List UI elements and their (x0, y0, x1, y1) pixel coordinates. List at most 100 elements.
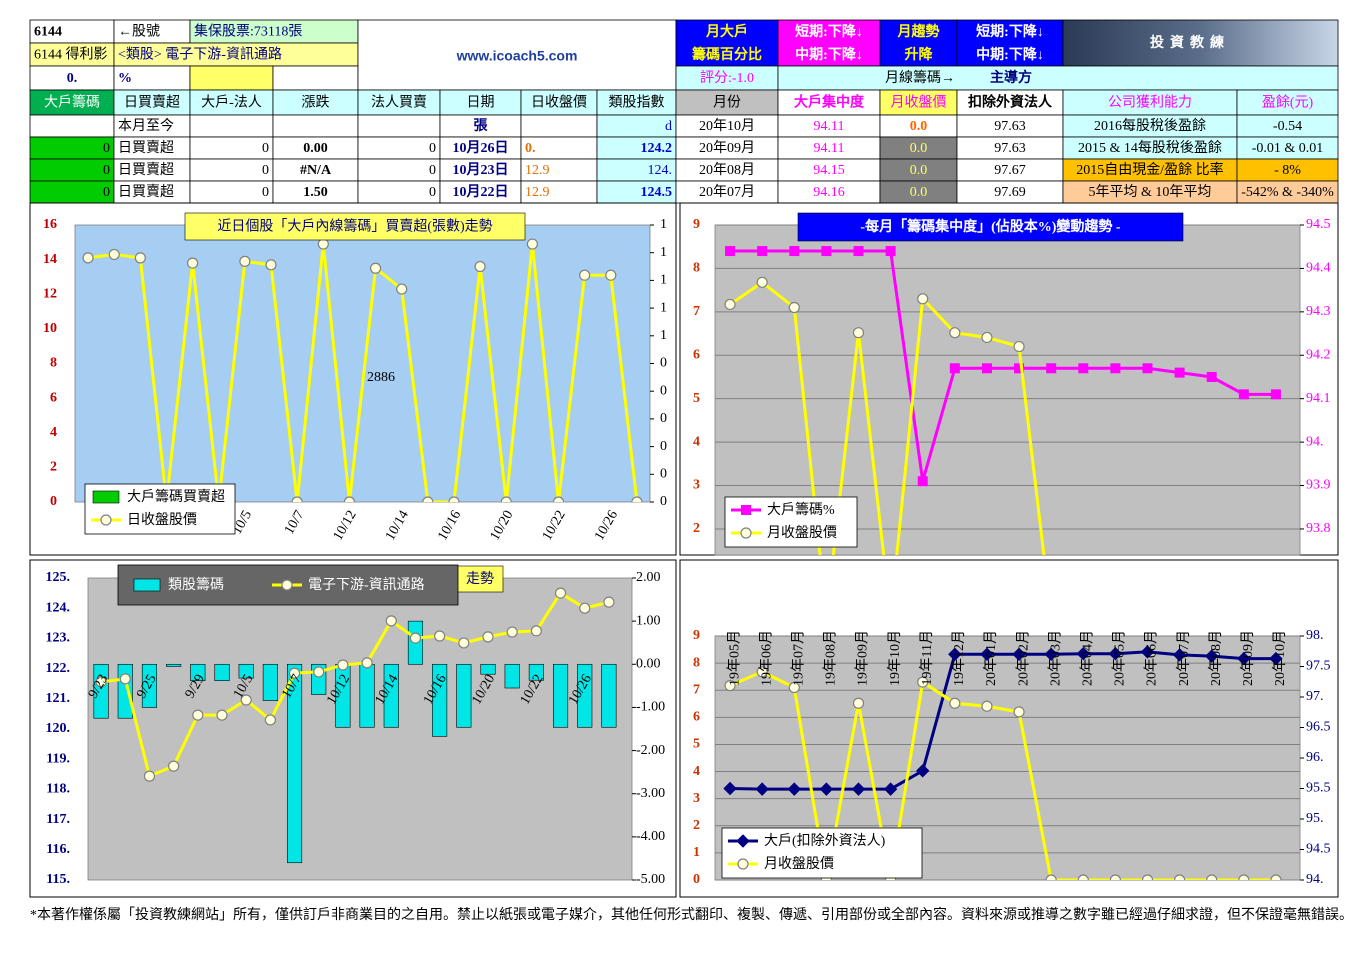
table-cell: 0 (262, 141, 269, 156)
bar (432, 663, 448, 737)
column-header: 扣除外資法人 (968, 94, 1053, 111)
marker (448, 496, 460, 502)
table-cell: 0.0 (910, 141, 928, 156)
column-header: 大戶籌碼 (44, 95, 100, 111)
y2-tick-label: 98. (1306, 628, 1324, 643)
marker (1270, 389, 1281, 400)
plot-area (87, 577, 633, 881)
marker (239, 255, 251, 267)
leader-value: 主導方 (990, 69, 1032, 86)
legend-label: 日收盤股價 (127, 511, 197, 528)
column-header: 公司獲利能力 (1108, 95, 1192, 111)
marker (526, 238, 538, 250)
chart-title: 近日個股「大戶內線籌碼」買賣超(張數)走勢 (217, 219, 492, 235)
marker (980, 647, 994, 662)
table-cell: 97.63 (994, 141, 1026, 156)
y2-tick-label: 94.4 (1306, 261, 1331, 276)
table-cell: 0 (429, 163, 436, 178)
marker (1205, 649, 1219, 663)
x-tick-label: 19年06月 (758, 630, 774, 686)
cell (439, 89, 522, 116)
marker (1270, 874, 1282, 880)
column-header: 月收盤價 (891, 94, 947, 111)
marker (369, 262, 382, 274)
marker (95, 676, 107, 688)
table-cell: 124.5 (641, 185, 673, 200)
x-tick-label: 20年01月 (983, 630, 999, 686)
bar (141, 663, 158, 708)
marker (916, 764, 930, 778)
marker (385, 615, 397, 627)
marker (821, 246, 832, 257)
cell (189, 89, 274, 116)
cell (29, 114, 115, 138)
legend-label: 月收盤股價 (764, 855, 834, 872)
y2-tick-label: 93.9 (1306, 478, 1331, 493)
y-tick-label: 4 (693, 764, 700, 779)
signal-text: 籌碼百分比 (692, 46, 762, 63)
marker (981, 700, 993, 712)
table-cell: 0. (525, 141, 536, 156)
y2-tick-label: 1.00 (636, 613, 661, 628)
cell-text: <類股> 電子下游-資訊通路 (118, 47, 282, 63)
bar (504, 663, 520, 689)
x-tick-label: 19年09月 (855, 630, 871, 686)
marker (1141, 874, 1154, 880)
column-header: 大戶集中度 (794, 94, 865, 111)
table-cell: #N/A (300, 163, 332, 178)
signal-text: 短期:下降↓ (795, 23, 863, 40)
signal-cell (956, 19, 1064, 67)
legend-label: 類股籌碼 (168, 577, 224, 593)
column-header: 法人買賣 (371, 95, 427, 111)
table-cell: 2016每股稅後盈餘 (1094, 117, 1206, 134)
marker (1174, 367, 1185, 378)
table-cell: - 8% (1274, 163, 1301, 178)
table-cell: 1.50 (303, 185, 328, 200)
signal-text: 月大戶 (705, 23, 748, 40)
marker (482, 631, 494, 643)
marker (949, 697, 961, 709)
marker (1078, 363, 1089, 374)
marker (474, 260, 486, 273)
y-tick-label: 122. (46, 661, 71, 676)
table-cell: 0 (262, 163, 269, 178)
table-cell: 97.67 (994, 163, 1026, 178)
marker (422, 496, 434, 502)
marker (1237, 651, 1251, 666)
marker (885, 246, 896, 257)
signal-text: 中期:下降↓ (795, 46, 863, 63)
x-tick-label: 19年08月 (823, 630, 839, 686)
marker (981, 363, 992, 374)
cell (956, 89, 1064, 116)
marker (1076, 646, 1090, 661)
table-cell: 0 (103, 185, 110, 200)
table-cell: 20年09月 (699, 140, 755, 156)
y2-tick-label: 2.00 (636, 570, 661, 585)
cell-text: 評分:-1.0 (700, 70, 754, 86)
y2-tick-label: 93.8 (1306, 521, 1331, 536)
legend-marker (740, 527, 752, 539)
table-cell: 日買賣超 (118, 162, 174, 178)
y-tick-label: 118. (46, 782, 70, 797)
table-cell: 0.0 (910, 119, 928, 134)
cell (29, 180, 115, 204)
marker (396, 283, 408, 295)
y2-tick-label: -5.00 (636, 872, 665, 887)
y2-tick-label: 0.00 (636, 657, 661, 672)
cell (357, 158, 441, 182)
marker (1142, 363, 1153, 374)
y-tick-label: 6 (50, 390, 57, 405)
cell (29, 136, 115, 160)
table-cell: -0.01 & 0.01 (1252, 141, 1324, 156)
marker (579, 269, 591, 281)
logo (1062, 19, 1339, 67)
cell (357, 136, 441, 160)
table-cell: 日買賣超 (118, 184, 174, 200)
y-tick-label: 5 (693, 737, 700, 752)
y-tick-label: 6 (693, 347, 700, 362)
bar (166, 663, 182, 667)
cell (189, 158, 274, 182)
y2-tick-label: 95.5 (1306, 781, 1331, 796)
table-cell: 20年10月 (699, 118, 755, 134)
y-tick-label: 2 (693, 818, 700, 833)
